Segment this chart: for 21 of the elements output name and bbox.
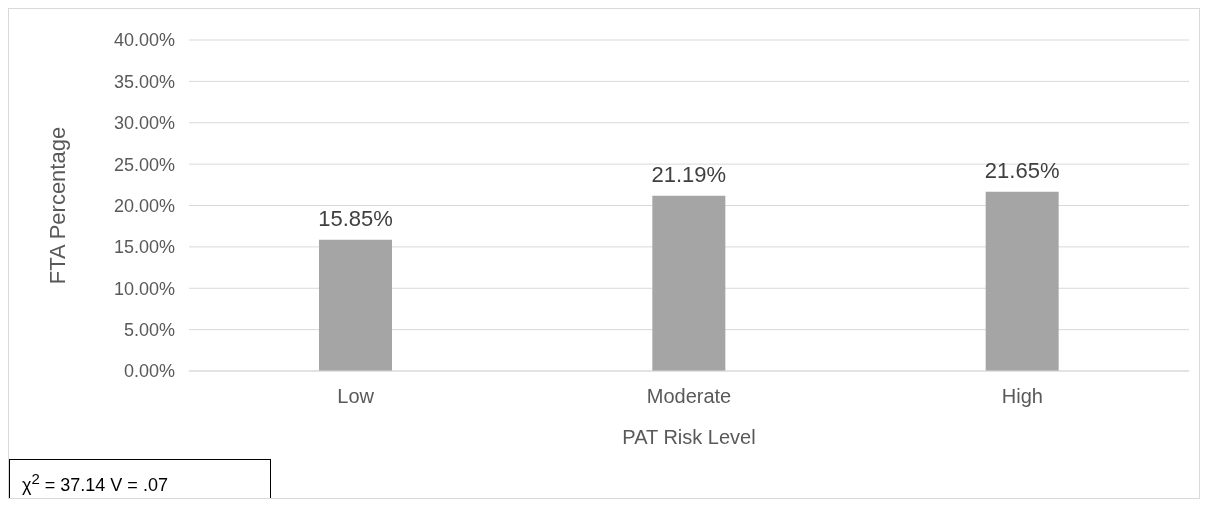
data-label: 21.19% — [651, 161, 727, 187]
x-tick-label: High — [1001, 385, 1043, 408]
bar — [319, 239, 392, 371]
y-tick-label: 5.00% — [123, 320, 175, 341]
x-tick-label: Moderate — [646, 385, 732, 408]
y-tick-label: 0.00% — [123, 361, 175, 382]
y-tick-label: 15.00% — [113, 237, 175, 258]
data-label: 15.85% — [318, 205, 393, 231]
data-label: 21.65% — [984, 157, 1060, 183]
x-axis-title: PAT Risk Level — [622, 426, 756, 448]
bar — [985, 191, 1059, 371]
x-tick-label: Low — [337, 385, 375, 408]
y-tick-label: 35.00% — [113, 71, 175, 92]
y-tick-label: 30.00% — [113, 113, 175, 134]
text: χ$^{2}$ = 37.14 V = .07 — [22, 470, 168, 495]
y-tick-label: 20.00% — [113, 195, 175, 216]
y-tick-label: 10.00% — [113, 278, 175, 299]
y-axis-title: FTA Percentage — [44, 126, 70, 285]
y-tick-label: 25.00% — [113, 154, 175, 175]
bar — [652, 195, 726, 371]
y-tick-label: 40.00% — [113, 30, 175, 51]
